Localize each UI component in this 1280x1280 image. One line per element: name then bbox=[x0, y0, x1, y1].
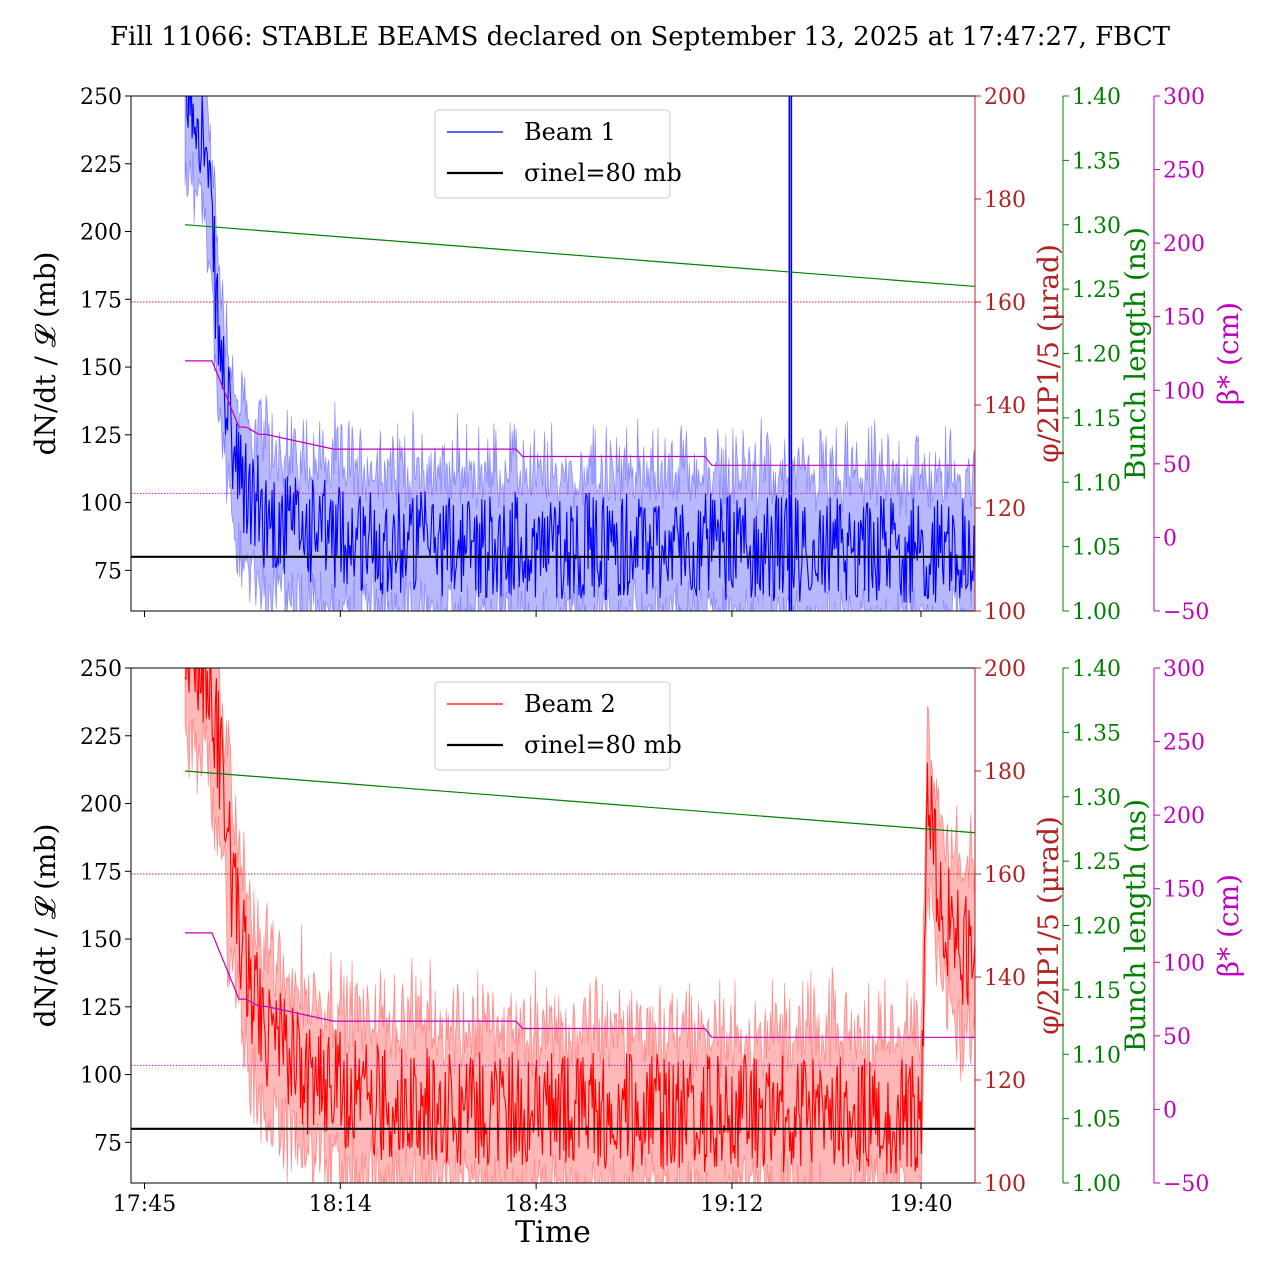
right-y-tick-label: 160 bbox=[984, 863, 1026, 888]
left-y-tick-label: 125 bbox=[80, 424, 122, 449]
right-y-tick-label: 1.10 bbox=[1072, 1043, 1121, 1068]
right-y-tick-label: 200 bbox=[984, 85, 1026, 110]
right-y-tick-label: −50 bbox=[1163, 600, 1209, 625]
right-y-tick-label: 150 bbox=[1163, 306, 1205, 331]
beam-uncertainty-band bbox=[184, 668, 975, 1183]
right-y-tick-label: 1.25 bbox=[1072, 278, 1121, 303]
crossing-angle-axis-label: φ/2IP1/5 (μrad) bbox=[1032, 244, 1065, 463]
right-y-tick-label: 1.40 bbox=[1072, 85, 1121, 110]
series-bunch-length bbox=[184, 224, 975, 288]
left-y-tick-label: 100 bbox=[80, 492, 122, 517]
x-axis-label: Time bbox=[515, 1215, 591, 1250]
top-panel: 75 100 125 150 175 200 225 250 100 120 140 160 180 20… bbox=[29, 85, 1245, 625]
right-y-tick-label: −50 bbox=[1163, 1172, 1209, 1197]
left-y-tick-label: 200 bbox=[80, 793, 122, 818]
left-y-tick-label: 175 bbox=[80, 288, 122, 313]
right-y-tick-label: 1.35 bbox=[1072, 721, 1121, 746]
x-tick-label: 19:40 bbox=[889, 1192, 952, 1217]
right-y-tick-label: 250 bbox=[1163, 159, 1205, 184]
left-y-tick-label: 175 bbox=[80, 860, 122, 885]
left-y-tick-label: 100 bbox=[80, 1064, 122, 1089]
right-y-tick-label: 140 bbox=[984, 394, 1026, 419]
right-y-tick-label: 1.30 bbox=[1072, 786, 1121, 811]
left-y-tick-label: 150 bbox=[80, 928, 122, 953]
plot-area bbox=[131, 668, 975, 1183]
x-tick-label: 18:14 bbox=[309, 1192, 372, 1217]
left-axis-label: dN/dt / 𝓛 (mb) bbox=[29, 824, 62, 1028]
x-tick-label: 17:45 bbox=[113, 1192, 176, 1217]
left-y-tick-label: 250 bbox=[80, 85, 122, 110]
right-y-tick-label: 160 bbox=[984, 291, 1026, 316]
right-y-tick-label: 200 bbox=[1163, 804, 1205, 829]
legend-label: σinel=80 mb bbox=[524, 159, 682, 187]
right-y-tick-label: 1.05 bbox=[1072, 536, 1121, 561]
beam-series-line bbox=[186, 96, 975, 603]
legend-label: Beam 2 bbox=[524, 690, 616, 718]
left-y-tick-label: 75 bbox=[94, 1131, 122, 1156]
right-y-tick-label: 1.25 bbox=[1072, 850, 1121, 875]
right-y-tick-label: 0 bbox=[1163, 1098, 1177, 1123]
right-y-tick-label: 1.05 bbox=[1072, 1108, 1121, 1133]
right-y-tick-label: 180 bbox=[984, 188, 1026, 213]
left-axis-label: dN/dt / 𝓛 (mb) bbox=[29, 252, 62, 456]
right-y-tick-label: 1.20 bbox=[1072, 915, 1121, 940]
right-y-tick-label: 200 bbox=[1163, 232, 1205, 257]
right-y-tick-label: 300 bbox=[1163, 85, 1205, 110]
bottom-panel: 75 100 125 150 175 200 225 250 17:45 18:14 18:43 19… bbox=[29, 657, 1245, 1217]
x-tick-label: 18:43 bbox=[504, 1192, 567, 1217]
right-y-tick-label: 1.00 bbox=[1072, 1172, 1121, 1197]
right-y-tick-label: 1.35 bbox=[1072, 149, 1121, 174]
left-y-tick-label: 225 bbox=[80, 725, 122, 750]
crossing-angle-axis-label: φ/2IP1/5 (μrad) bbox=[1032, 816, 1065, 1035]
figure-title: Fill 11066: STABLE BEAMS declared on Sep… bbox=[110, 22, 1171, 52]
right-y-tick-label: 1.40 bbox=[1072, 657, 1121, 682]
right-y-tick-label: 100 bbox=[1163, 379, 1205, 404]
right-y-tick-label: 1.10 bbox=[1072, 471, 1121, 496]
beta-star-axis-label: β* (cm) bbox=[1212, 874, 1245, 977]
beta-star-axis-label: β* (cm) bbox=[1212, 302, 1245, 405]
legend-label: σinel=80 mb bbox=[524, 731, 682, 759]
right-y-tick-label: 1.00 bbox=[1072, 600, 1121, 625]
right-y-tick-label: 150 bbox=[1163, 878, 1205, 903]
right-y-tick-label: 1.20 bbox=[1072, 343, 1121, 368]
left-y-tick-label: 75 bbox=[94, 559, 122, 584]
left-y-tick-label: 200 bbox=[80, 221, 122, 246]
right-y-tick-label: 1.30 bbox=[1072, 214, 1121, 239]
right-y-tick-label: 100 bbox=[984, 600, 1026, 625]
left-y-tick-label: 150 bbox=[80, 356, 122, 381]
right-y-tick-label: 250 bbox=[1163, 731, 1205, 756]
right-y-tick-label: 200 bbox=[984, 657, 1026, 682]
left-y-tick-label: 250 bbox=[80, 657, 122, 682]
left-y-tick-label: 125 bbox=[80, 996, 122, 1021]
series-- bbox=[185, 932, 975, 1038]
left-y-tick-label: 225 bbox=[80, 153, 122, 178]
right-y-tick-label: 1.15 bbox=[1072, 979, 1121, 1004]
right-y-tick-label: 1.15 bbox=[1072, 407, 1121, 432]
right-y-tick-label: 100 bbox=[984, 1172, 1026, 1197]
bunch-length-axis-label: Bunch length (ns) bbox=[1119, 227, 1152, 480]
right-y-tick-label: 100 bbox=[1163, 951, 1205, 976]
beam-series-line bbox=[184, 668, 975, 1174]
series-bunch-length bbox=[184, 770, 975, 834]
right-y-tick-label: 120 bbox=[984, 497, 1026, 522]
right-y-tick-label: 140 bbox=[984, 966, 1026, 991]
x-tick-label: 19:12 bbox=[700, 1192, 763, 1217]
right-y-tick-label: 50 bbox=[1163, 1025, 1191, 1050]
plot-area bbox=[131, 96, 975, 611]
bunch-length-axis-label: Bunch length (ns) bbox=[1119, 799, 1152, 1052]
right-y-tick-label: 180 bbox=[984, 760, 1026, 785]
right-y-tick-label: 300 bbox=[1163, 657, 1205, 682]
series-- bbox=[185, 360, 975, 466]
right-y-tick-label: 0 bbox=[1163, 526, 1177, 551]
legend-label: Beam 1 bbox=[524, 118, 616, 146]
right-y-tick-label: 50 bbox=[1163, 453, 1191, 478]
right-y-tick-label: 120 bbox=[984, 1069, 1026, 1094]
